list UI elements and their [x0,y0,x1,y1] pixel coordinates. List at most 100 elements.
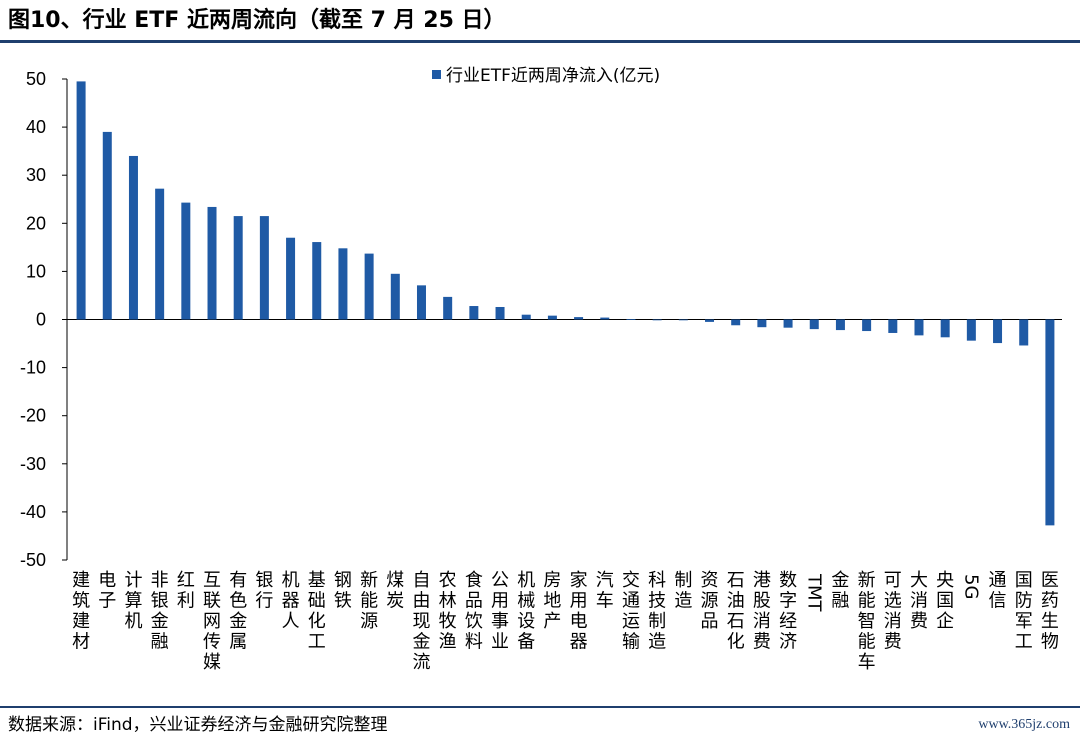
svg-text:TMT: TMT [803,573,824,613]
category-label: 电子 [98,570,116,612]
svg-text:5G: 5G [960,574,981,599]
y-tick-label: -10 [20,358,46,378]
category-label: 钢铁 [334,570,352,612]
category-label: 新能源 [360,570,378,632]
y-tick-label: 40 [26,117,46,137]
svg-text:互联网传媒: 互联网传媒 [203,570,221,673]
svg-text:基础化工: 基础化工 [308,570,326,653]
bar [1019,319,1029,346]
bar [809,319,819,330]
svg-text:食品饮料: 食品饮料 [465,570,483,653]
svg-text:交通运输: 交通运输 [622,570,640,653]
category-labels: 建筑建材电子计算机非银金融红利互联网传媒有色金属银行机器人基础化工钢铁新能源煤炭… [72,570,1059,673]
category-label: 金融 [831,570,849,612]
svg-text:计算机: 计算机 [124,570,142,632]
category-label: 计算机 [124,570,142,632]
bar [416,285,426,320]
bar [521,314,531,320]
bar [678,319,688,321]
svg-text:金融: 金融 [831,570,849,612]
legend-swatch [432,70,441,79]
category-label: 科技制造 [648,570,666,653]
bar-chart: 50 40 30 20 10 0 -10 -20 -30 -40 -50 建筑建材电子计算机非银金融… [20,66,1062,673]
y-tick-label: -30 [20,454,46,474]
svg-text:可选消费: 可选消费 [884,570,902,653]
category-label: 石油石化 [727,570,745,653]
y-tick-label: -20 [20,406,46,426]
bar [1045,319,1055,526]
bar [940,319,950,338]
bar [312,242,322,320]
svg-text:数字经济: 数字经济 [779,570,797,653]
bar [102,131,112,320]
footer-rule [0,706,1080,708]
svg-text:机器人: 机器人 [282,570,300,632]
bar [259,216,269,320]
bar [888,319,898,333]
page-title: 图10、行业 ETF 近两周流向（截至 7 月 25 日） [8,8,506,33]
svg-text:有色金属: 有色金属 [229,570,247,653]
category-label: 5G [960,574,981,599]
bar [338,248,348,320]
legend: 行业ETF近两周净流入(亿元) [432,66,660,86]
svg-text:房地产: 房地产 [543,570,561,632]
category-label: 新能智能车 [858,570,876,673]
bar [705,319,715,322]
svg-text:科技制造: 科技制造 [648,570,666,653]
category-label: 机械设备 [517,570,535,653]
category-label: 家用电器 [570,570,588,653]
y-tick-label: 0 [36,310,46,330]
bar [993,319,1003,344]
svg-text:非银金融: 非银金融 [151,570,169,653]
svg-text:农林牧渔: 农林牧渔 [439,570,457,653]
bar [181,202,191,320]
svg-text:煤炭: 煤炭 [386,570,404,612]
svg-text:银行: 银行 [255,570,273,612]
svg-text:自由现金流: 自由现金流 [412,570,430,673]
bar [390,273,400,320]
category-label: 有色金属 [229,570,247,653]
category-label: 资源品 [701,570,719,632]
category-label: 红利 [177,570,195,612]
category-label: 非银金融 [151,570,169,653]
category-label: 通信 [989,570,1007,612]
svg-text:大消费: 大消费 [910,570,928,632]
svg-text:制造: 制造 [674,570,692,612]
category-label: 公用事业 [491,570,509,653]
y-tick-label: -40 [20,502,46,522]
bar [600,317,610,320]
svg-text:红利: 红利 [177,570,195,612]
bar [286,237,296,320]
svg-text:港股消费: 港股消费 [753,570,771,653]
svg-text:国防军工: 国防军工 [1015,570,1033,653]
bar [364,253,374,320]
bar [547,315,557,320]
svg-text:家用电器: 家用电器 [570,570,588,653]
category-label: 自由现金流 [412,570,430,673]
svg-text:央国企: 央国企 [936,570,954,632]
category-label: TMT [803,573,824,613]
svg-text:通信: 通信 [989,570,1007,612]
bar [128,155,138,320]
category-label: 港股消费 [753,570,771,653]
category-label: 农林牧渔 [439,570,457,653]
svg-text:汽车: 汽车 [596,570,614,612]
bar [731,319,741,326]
category-label: 可选消费 [884,570,902,653]
svg-text:新能源: 新能源 [360,570,378,632]
svg-text:钢铁: 钢铁 [334,570,352,612]
bar [914,319,924,336]
bar [783,319,793,328]
legend-label: 行业ETF近两周净流入(亿元) [446,66,660,86]
svg-text:机械设备: 机械设备 [517,570,535,653]
watermark: www.365jz.com [978,717,1070,732]
bar [443,296,453,320]
svg-text:资源品: 资源品 [701,570,719,632]
category-label: 医药生物 [1041,570,1059,653]
y-tick-label: 10 [26,261,46,281]
category-label: 煤炭 [386,570,404,612]
y-axis: 50 40 30 20 10 0 -10 -20 -30 -40 -50 [20,69,1062,570]
category-label: 基础化工 [308,570,326,653]
category-label: 数字经济 [779,570,797,653]
category-label: 制造 [674,570,692,612]
